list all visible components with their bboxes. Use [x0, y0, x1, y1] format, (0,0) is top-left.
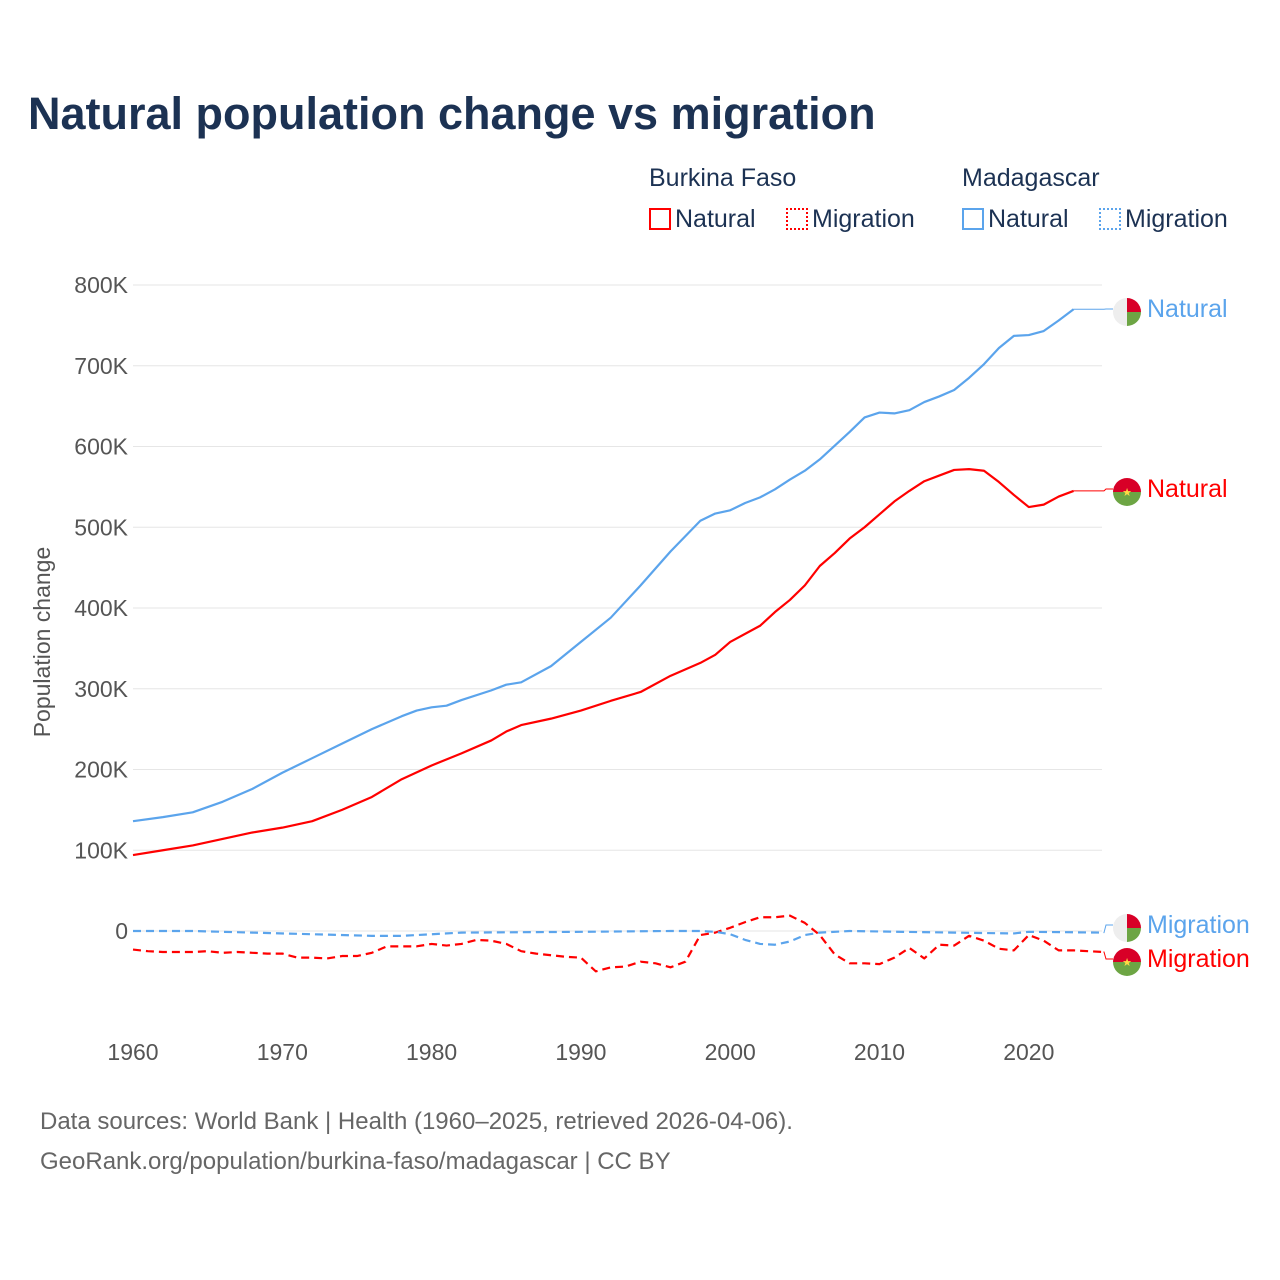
series-line-burkina-faso-migration [132, 914, 1104, 973]
label-connector [1103, 924, 1113, 934]
flag-green [1127, 312, 1141, 326]
legend-item-madagascar-natural[interactable]: Natural [962, 205, 1069, 234]
x-tick-label: 1980 [406, 1039, 457, 1065]
end-label: Migration [1147, 911, 1250, 939]
legend-item-burkina-migration[interactable]: Migration [786, 205, 915, 234]
footer-sources: Data sources: World Bank | Health (1960–… [40, 1108, 793, 1135]
y-tick-label: 400K [74, 595, 128, 621]
legend-label: Natural [675, 205, 756, 233]
flag-white [1113, 298, 1127, 326]
footer-link[interactable]: GeoRank.org/population/burkina-faso/mada… [40, 1148, 671, 1175]
burkina-flag-icon: ★ [1113, 478, 1141, 506]
x-tick-label: 2000 [705, 1039, 756, 1065]
burkina-flag-icon: ★ [1113, 948, 1141, 976]
legend-swatch-solid-red [649, 208, 671, 230]
flag-star: ★ [1122, 487, 1132, 499]
legend-item-madagascar-migration[interactable]: Migration [1099, 205, 1228, 234]
flag-star: ★ [1122, 957, 1132, 969]
flag-green [1127, 928, 1141, 942]
madagascar-flag-icon [1113, 298, 1141, 326]
flag-green [1113, 962, 1141, 976]
end-label: Natural [1147, 475, 1228, 503]
label-connector [1103, 951, 1113, 960]
legend-item-burkina-natural[interactable]: Natural [649, 205, 756, 234]
chart-title: Natural population change vs migration [28, 88, 876, 139]
series-line-madagascar-natural [132, 308, 1075, 823]
y-tick-label: 500K [74, 514, 128, 540]
y-tick-label: 100K [74, 837, 128, 863]
x-tick-label: 2020 [1003, 1039, 1054, 1065]
label-connector [1073, 488, 1113, 492]
flag-red [1127, 298, 1141, 312]
flag-red [1127, 914, 1141, 928]
legend-swatch-dotted-blue [1099, 208, 1121, 230]
y-axis-label: Population change [29, 547, 55, 738]
flag-white [1113, 914, 1127, 942]
x-tick-label: 1990 [555, 1039, 606, 1065]
y-tick-label: 700K [74, 353, 128, 379]
x-tick-label: 2010 [854, 1039, 905, 1065]
flag-red [1113, 478, 1141, 492]
legend-group-burkina-faso: Burkina Faso [649, 164, 797, 192]
legend-label: Migration [812, 205, 915, 233]
y-tick-label: 800K [74, 272, 128, 298]
series-line-burkina-faso-natural [132, 468, 1074, 857]
series-line-madagascar-migration [133, 929, 1104, 946]
flag-red [1113, 948, 1141, 962]
legend-label: Natural [988, 205, 1069, 233]
y-tick-label: 300K [74, 676, 128, 702]
legend-group-madagascar: Madagascar [962, 164, 1100, 192]
flag-green [1113, 492, 1141, 506]
end-label: Natural [1147, 295, 1228, 323]
legend-swatch-solid-blue [962, 208, 984, 230]
end-label: Migration [1147, 945, 1250, 973]
legend-label: Migration [1125, 205, 1228, 233]
legend-swatch-dotted-red [786, 208, 808, 230]
x-tick-label: 1970 [257, 1039, 308, 1065]
madagascar-flag-icon [1113, 914, 1141, 942]
y-tick-label: 0 [115, 918, 128, 944]
x-tick-label: 1960 [107, 1039, 158, 1065]
y-tick-label: 600K [74, 434, 128, 460]
y-tick-label: 200K [74, 757, 128, 783]
